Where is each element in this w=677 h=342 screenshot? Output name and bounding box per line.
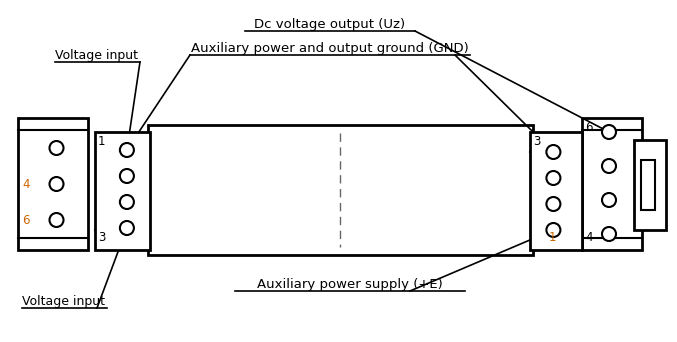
Circle shape <box>49 213 64 227</box>
Text: 6: 6 <box>585 121 592 134</box>
Circle shape <box>602 125 616 139</box>
Text: Voltage input: Voltage input <box>22 295 105 308</box>
Text: 1: 1 <box>548 231 556 244</box>
Bar <box>18 118 88 250</box>
Bar <box>641 160 655 210</box>
Text: 3: 3 <box>533 135 540 148</box>
Text: Voltage input: Voltage input <box>55 49 138 62</box>
Circle shape <box>546 145 561 159</box>
Bar <box>634 140 666 230</box>
Text: Auxiliary power and output ground (GND): Auxiliary power and output ground (GND) <box>191 42 469 55</box>
Text: 1: 1 <box>98 135 106 148</box>
Bar <box>582 118 642 250</box>
Text: 6: 6 <box>22 214 30 227</box>
Circle shape <box>49 177 64 191</box>
Circle shape <box>546 197 561 211</box>
Circle shape <box>602 227 616 241</box>
Circle shape <box>546 171 561 185</box>
Circle shape <box>120 169 134 183</box>
Circle shape <box>602 159 616 173</box>
Text: 4: 4 <box>585 231 592 244</box>
Circle shape <box>120 221 134 235</box>
Circle shape <box>546 223 561 237</box>
Bar <box>95 132 150 250</box>
Circle shape <box>120 195 134 209</box>
Text: 4: 4 <box>22 179 30 192</box>
Circle shape <box>49 141 64 155</box>
Bar <box>530 132 582 250</box>
Text: Auxiliary power supply (+E): Auxiliary power supply (+E) <box>257 278 443 291</box>
Text: Dc voltage output (Uz): Dc voltage output (Uz) <box>255 18 406 31</box>
Text: 3: 3 <box>98 231 106 244</box>
Circle shape <box>120 143 134 157</box>
Bar <box>148 125 533 255</box>
Circle shape <box>602 193 616 207</box>
